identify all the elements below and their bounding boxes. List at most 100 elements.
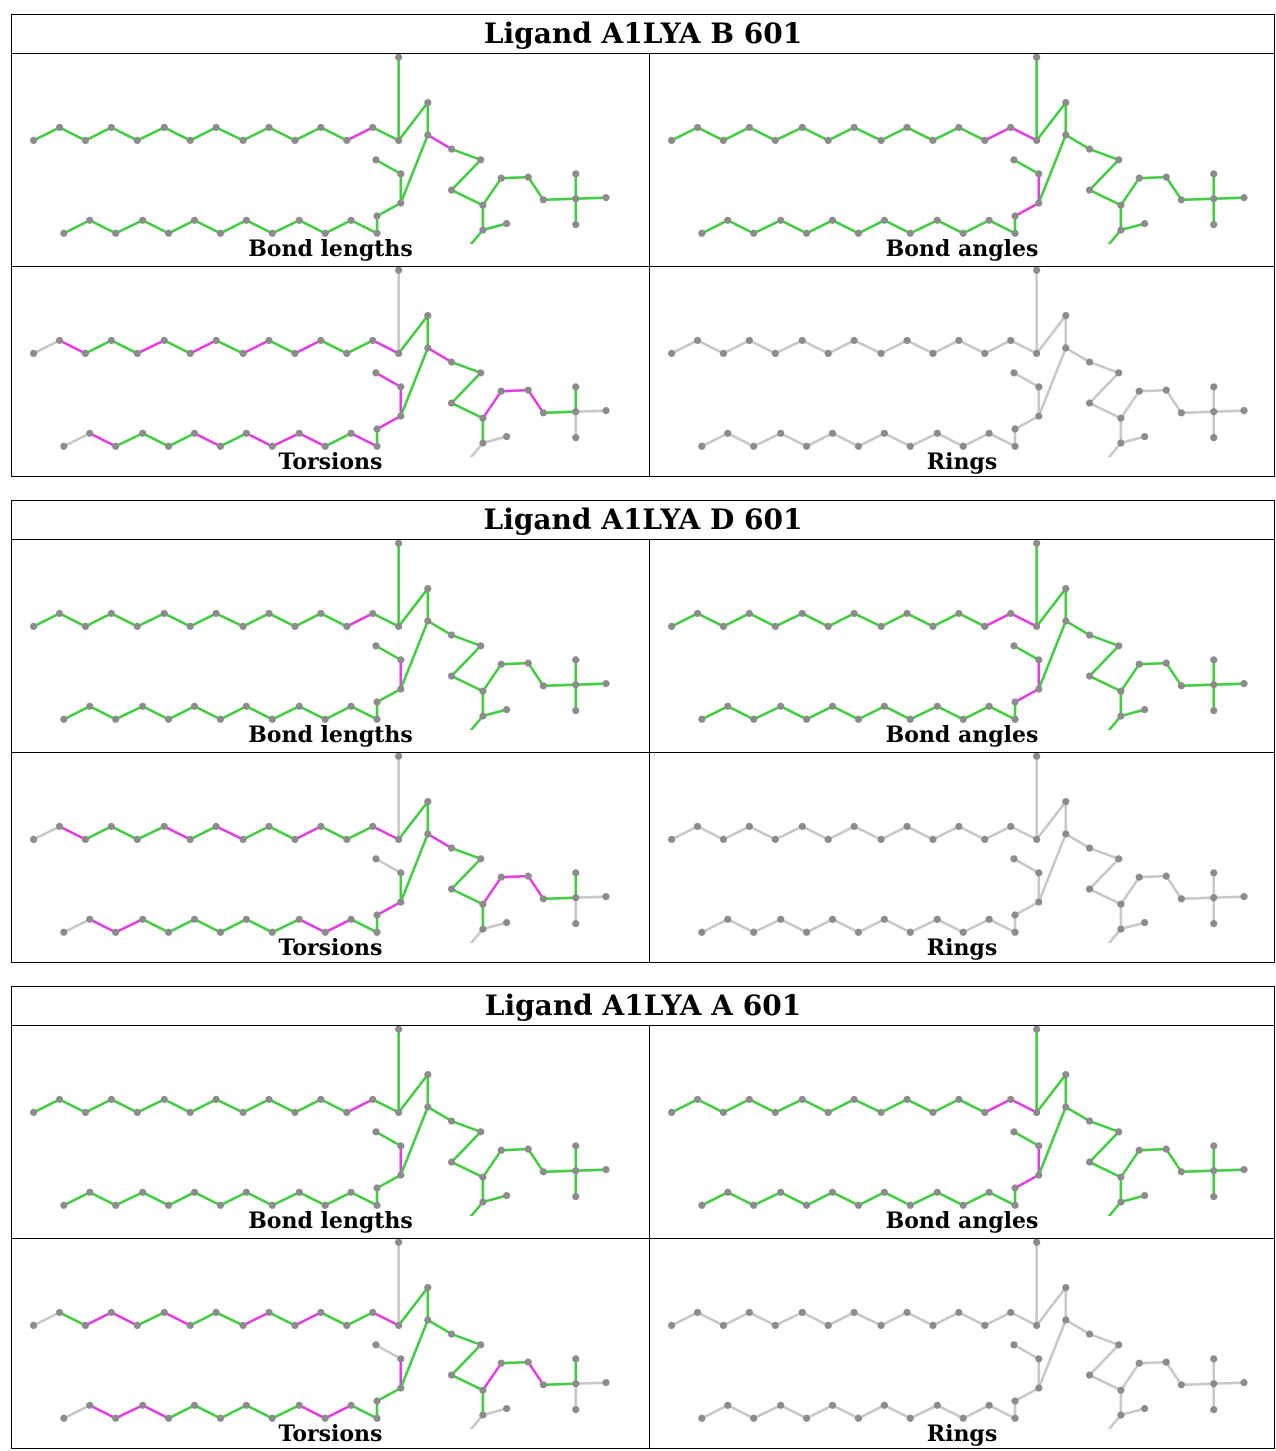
- bond-t4-t5: [1180, 197, 1216, 202]
- atom-u6: [186, 1321, 194, 1329]
- bond-b0-b1: [375, 414, 403, 431]
- panel-caption: Rings: [926, 935, 998, 961]
- bond-u6-u7: [826, 612, 856, 628]
- atom-u2: [81, 835, 90, 843]
- atom-u3: [745, 1095, 753, 1104]
- bond-l2-l3: [114, 1404, 144, 1420]
- atom-u6: [186, 1108, 194, 1116]
- atom-c1: [1062, 99, 1070, 107]
- atom-k0: [1117, 712, 1125, 720]
- bond-b2-b3: [374, 857, 403, 875]
- atom-u4: [133, 136, 141, 144]
- atom-u13: [369, 1308, 377, 1317]
- bond-l7-l8: [883, 1404, 912, 1420]
- bond-u1-u2: [58, 126, 87, 142]
- ligand-title: Ligand A1LYA D 601: [12, 501, 1274, 540]
- bond-u14-c1: [397, 587, 430, 628]
- atom-u13: [1007, 123, 1015, 132]
- bond-l8-l9: [908, 1404, 939, 1420]
- bond-u8-u9: [241, 1311, 271, 1327]
- bond-l5-l6: [831, 1404, 860, 1420]
- bond-t2-t3: [499, 1147, 530, 1152]
- atom-l10: [321, 1201, 329, 1209]
- atom-l6: [854, 442, 863, 450]
- atom-t2: [497, 660, 505, 668]
- bond-u5-u6: [800, 825, 830, 841]
- bond-t2-t3: [1137, 1360, 1168, 1365]
- atom-l4: [165, 442, 173, 450]
- atom-u5: [160, 609, 168, 618]
- atom-t3: [1162, 1358, 1170, 1366]
- atom-t4: [1177, 1381, 1185, 1389]
- bond-l8-l9: [270, 1404, 301, 1420]
- atom-t1: [1117, 1173, 1125, 1181]
- atom-l6: [854, 928, 863, 936]
- bond-u9-u10: [267, 825, 297, 841]
- atom-u12: [343, 835, 351, 843]
- bond-u8-u9: [879, 126, 909, 142]
- bond-u14-c1: [1035, 101, 1068, 142]
- atom-u13: [1007, 609, 1015, 618]
- bond-j0-j1: [1064, 1318, 1091, 1336]
- atom-j0: [424, 344, 432, 352]
- bond-j0-j1: [1064, 133, 1091, 151]
- bond-l10-l11: [323, 432, 353, 448]
- bond-u11-u12: [319, 1311, 349, 1327]
- bond-u6-u7: [188, 126, 218, 142]
- bond-b1-j0: [1037, 832, 1068, 904]
- bond-u0-u1: [32, 1098, 61, 1114]
- bond-t4-t5: [1180, 1169, 1216, 1174]
- bond-b1-j0: [1037, 619, 1068, 691]
- bond-l4-l5: [805, 219, 834, 235]
- bond-j2-t0: [1088, 1130, 1121, 1164]
- atom-u7: [850, 123, 858, 132]
- atom-u11: [955, 123, 963, 132]
- atom-l3: [777, 702, 785, 710]
- bond-l2-l3: [752, 219, 782, 235]
- atom-b1: [1035, 412, 1043, 420]
- atom-t5: [572, 681, 580, 689]
- bond-j2-t0: [450, 857, 483, 891]
- atom-l5: [828, 1188, 837, 1196]
- atom-t3: [1162, 872, 1170, 880]
- atom-l0: [60, 715, 68, 723]
- bond-u12-u13: [983, 339, 1013, 355]
- bond-j1-j2: [1088, 1332, 1121, 1347]
- atom-l4: [165, 1201, 173, 1209]
- bond-u7-u8: [852, 1311, 883, 1327]
- atom-l2: [750, 442, 758, 450]
- bond-l9-l10: [297, 705, 327, 721]
- atom-s1: [1240, 1166, 1248, 1174]
- atom-u4: [771, 136, 779, 144]
- bond-t3-t4: [526, 661, 545, 688]
- bond-l0-l1: [700, 705, 730, 721]
- bond-t1-t2: [1119, 662, 1141, 693]
- bond-l3-l4: [779, 705, 808, 721]
- atom-l6: [216, 229, 225, 237]
- panel-rings: Rings: [650, 1239, 1274, 1451]
- bond-u2-u3: [84, 825, 113, 841]
- atom-t1: [479, 1173, 487, 1181]
- atom-u5: [798, 336, 806, 345]
- bond-l2-l3: [114, 432, 144, 448]
- bond-u10-u11: [931, 1098, 961, 1114]
- bond-t4-t5: [1180, 896, 1216, 901]
- atom-u9: [903, 1095, 911, 1104]
- atom-l4: [165, 229, 173, 237]
- bond-j0-j1: [426, 1318, 453, 1336]
- bond-t1-t2: [481, 875, 503, 906]
- atom-u2: [719, 1321, 728, 1329]
- atom-j2: [1115, 855, 1123, 863]
- atom-u10: [291, 349, 299, 357]
- atom-t5: [1210, 1380, 1218, 1388]
- bond-l8-l9: [270, 219, 301, 235]
- bond-t4-t5: [542, 410, 578, 415]
- atom-k2: [503, 705, 511, 714]
- bond-t2-t3: [499, 175, 530, 180]
- atom-j1: [447, 631, 456, 639]
- bond-j1-j2: [1088, 846, 1121, 861]
- atom-l10: [959, 1414, 967, 1422]
- bond-u10-u11: [931, 612, 961, 628]
- atom-l3: [139, 1188, 147, 1196]
- atom-b3: [1010, 855, 1018, 863]
